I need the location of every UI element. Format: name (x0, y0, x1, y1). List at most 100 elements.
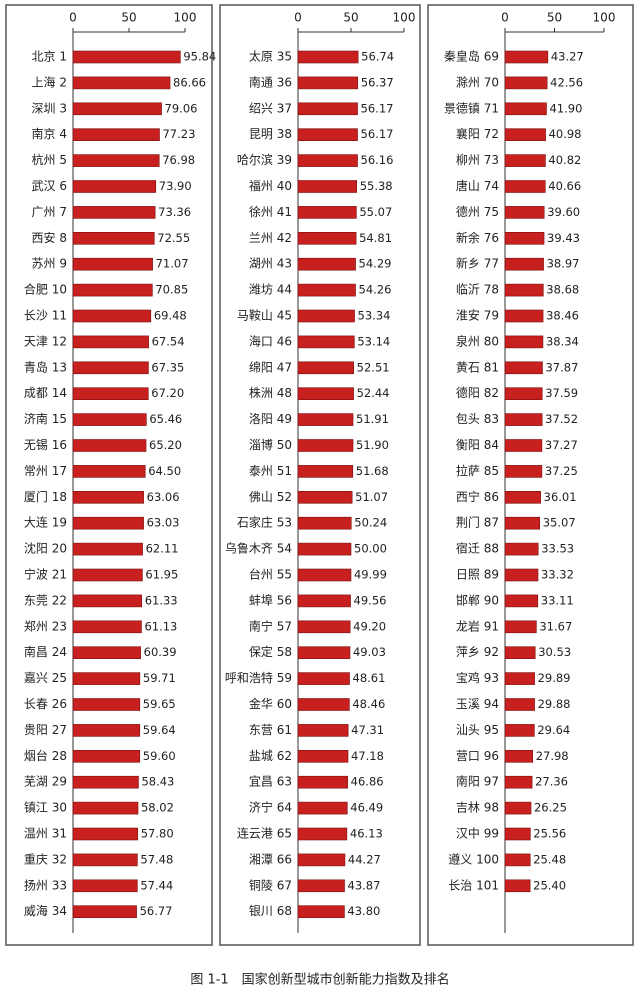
value-label: 40.98 (549, 127, 582, 141)
value-label: 59.71 (143, 671, 176, 685)
category-label: 徐州 41 (249, 204, 292, 219)
value-label: 95.84 (183, 50, 216, 64)
x-tick-label: 0 (69, 11, 77, 25)
value-label: 53.14 (357, 334, 390, 348)
bar (297, 801, 348, 815)
category-label: 扬州 33 (24, 877, 67, 892)
bar (72, 516, 144, 530)
category-label: 金华 60 (249, 696, 292, 711)
category-label: 常州 17 (24, 464, 67, 478)
value-label: 67.20 (151, 386, 184, 400)
value-label: 43.80 (347, 904, 380, 918)
value-label: 36.01 (544, 490, 577, 504)
value-label: 51.91 (356, 412, 389, 426)
bar (72, 76, 171, 90)
value-label: 25.56 (533, 827, 566, 841)
category-label: 宿迁 88 (456, 541, 499, 556)
value-label: 25.40 (533, 878, 566, 892)
value-label: 58.02 (141, 801, 174, 815)
value-label: 51.07 (355, 490, 388, 504)
bar (297, 465, 354, 478)
bar (72, 672, 141, 685)
value-label: 73.90 (159, 179, 192, 193)
bar (504, 568, 539, 582)
bar (72, 646, 141, 660)
bar (504, 180, 546, 193)
bar (504, 50, 549, 64)
bar (72, 180, 157, 193)
bar (504, 801, 532, 815)
value-label: 37.25 (545, 464, 578, 478)
x-tick-label: 100 (393, 11, 416, 25)
category-label: 泰州 51 (249, 464, 292, 478)
category-label: 汕头 95 (456, 723, 499, 737)
bar (297, 568, 352, 582)
value-label: 27.36 (535, 775, 568, 789)
value-label: 37.27 (545, 438, 578, 452)
value-label: 48.61 (353, 671, 386, 685)
value-label: 86.66 (173, 75, 206, 89)
category-label: 荆门 87 (456, 515, 499, 530)
bar (504, 749, 534, 763)
value-label: 43.87 (348, 878, 381, 892)
category-label: 铜陵 67 (249, 877, 292, 892)
category-label: 海口 46 (249, 333, 292, 348)
bar (504, 516, 541, 530)
bar (297, 257, 356, 271)
bar (72, 620, 142, 634)
bar (297, 180, 358, 193)
bar (297, 76, 359, 90)
category-label: 东营 61 (249, 723, 292, 737)
bar (297, 439, 354, 452)
bar (72, 361, 149, 375)
value-label: 40.82 (548, 153, 581, 167)
value-label: 33.53 (541, 542, 574, 556)
panel: 0 50 100 太原 35 56.74 南通 36 56.37 绍兴 37 56.17 昆明 3… (219, 4, 421, 946)
category-label: 吉林 98 (456, 801, 499, 815)
bar (504, 232, 545, 245)
category-label: 洛阳 49 (249, 411, 292, 426)
value-label: 56.77 (140, 904, 173, 918)
value-label: 79.06 (165, 101, 198, 115)
category-label: 新乡 77 (456, 256, 499, 271)
category-label: 淮安 79 (456, 308, 499, 323)
value-label: 40.66 (548, 179, 581, 193)
value-label: 41.90 (549, 101, 582, 115)
category-label: 上海 2 (32, 74, 67, 89)
bar (297, 387, 354, 401)
category-label: 台州 55 (249, 567, 292, 582)
value-label: 49.99 (354, 568, 387, 582)
category-label: 重庆 32 (24, 852, 67, 866)
bar (504, 206, 545, 219)
bar (297, 128, 358, 141)
category-label: 南昌 24 (24, 644, 67, 659)
bar (297, 309, 355, 323)
bar (297, 335, 355, 349)
value-label: 54.26 (359, 283, 392, 297)
value-label: 37.59 (545, 386, 578, 400)
category-label: 武汉 6 (32, 179, 67, 193)
bar (504, 76, 548, 90)
value-label: 59.65 (143, 697, 176, 711)
category-label: 蚌埠 56 (249, 593, 292, 607)
bar (72, 309, 152, 323)
category-label: 呼和浩特 59 (225, 670, 292, 685)
bar (297, 206, 357, 219)
bar (504, 387, 543, 401)
value-label: 44.27 (348, 852, 381, 866)
value-label: 50.24 (354, 516, 387, 530)
value-label: 54.29 (359, 257, 392, 271)
value-label: 38.68 (546, 283, 579, 297)
value-label: 25.48 (533, 852, 566, 866)
category-label: 新余 76 (456, 230, 499, 245)
value-label: 47.31 (351, 723, 384, 737)
category-label: 南京 4 (32, 126, 67, 141)
bar (72, 257, 153, 271)
value-label: 35.07 (543, 516, 576, 530)
x-tick-label: 0 (501, 11, 509, 25)
category-label: 汉中 99 (456, 826, 499, 841)
value-label: 33.11 (541, 593, 574, 607)
bar (72, 387, 149, 401)
bar (297, 154, 358, 167)
